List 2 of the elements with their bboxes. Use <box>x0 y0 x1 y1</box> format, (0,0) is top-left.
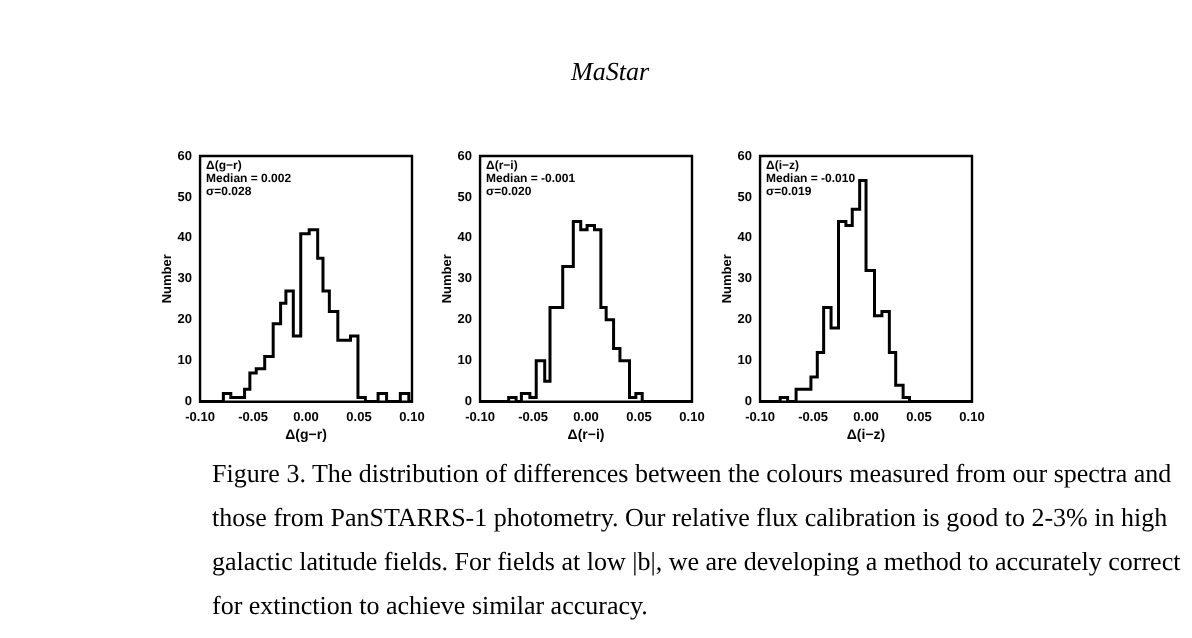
caption: Figure 3. The distribution of differences between the colours measured from our spectra and those from PanSTARRS-1 photometry. Our relative flux calibration is good to 2-3% in high galactic latitude fields. For fields at low |b|, we are developing a method to accurately correct for extinction to achieve similar accuracy. <box>212 456 1183 624</box>
text: MaStar <box>568 56 651 88</box>
